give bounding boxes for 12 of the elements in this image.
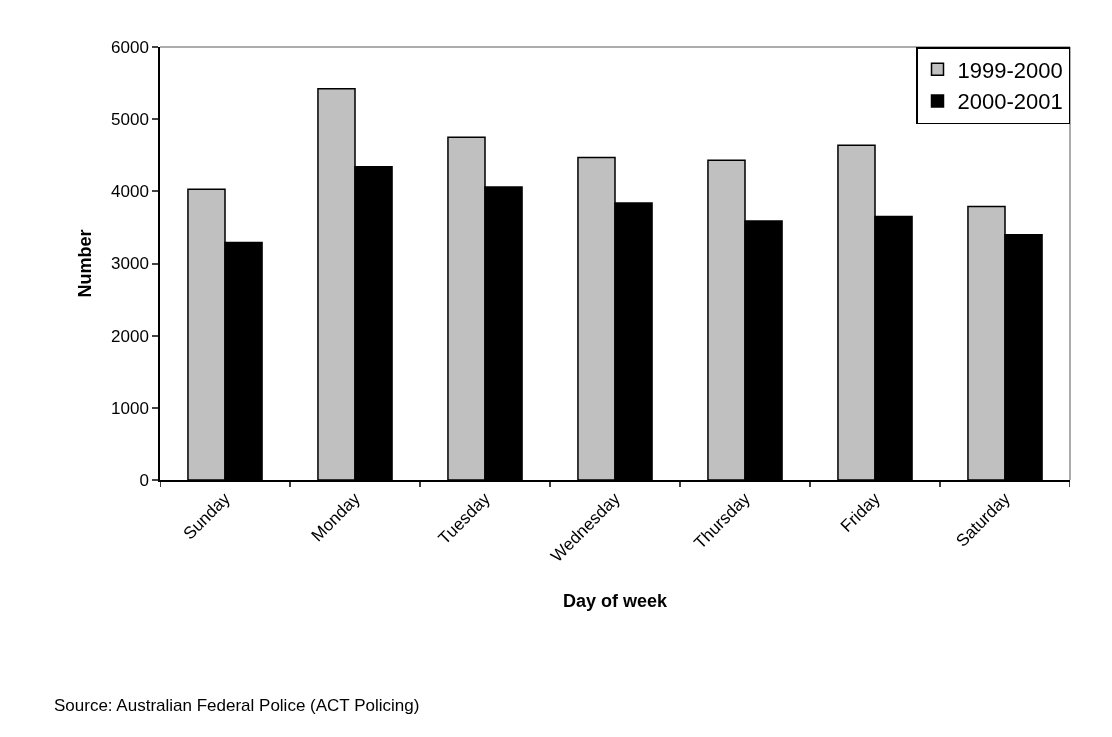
x-axis-title: Day of week (562, 591, 669, 612)
source-note: Source: Australian Federal Police (ACT Policing) (54, 696, 420, 715)
legend-label: 2000-2001 (957, 89, 1063, 115)
y-tick-label: 0 (139, 470, 149, 490)
legend-label: 1999-2000 (957, 57, 1063, 83)
y-tick-label: 2000 (111, 326, 149, 346)
y-tick-label: 4000 (111, 182, 149, 202)
y-tick-label: 1000 (111, 398, 149, 418)
y-tick-label: 6000 (111, 37, 149, 57)
y-axis-title: Number (74, 229, 95, 298)
y-tick-label: 3000 (111, 254, 149, 274)
y-tick-label: 5000 (111, 110, 149, 130)
